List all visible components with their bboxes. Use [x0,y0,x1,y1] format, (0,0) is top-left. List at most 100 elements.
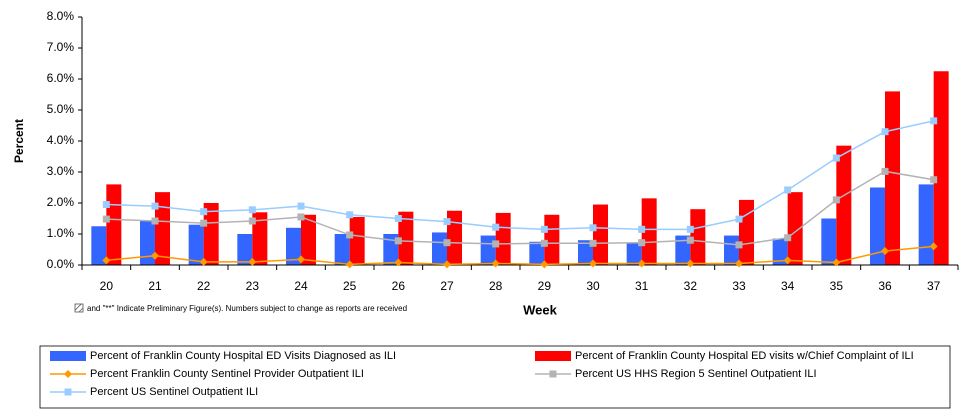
bar [155,192,170,265]
bar [334,234,350,265]
legend-label: Percent of Franklin County Hospital ED v… [575,350,914,362]
bar [301,214,316,265]
point [589,239,597,247]
point [589,224,597,232]
bar [349,216,365,265]
bar [432,232,447,265]
point [881,247,889,256]
x-tick-label: 25 [343,279,357,293]
y-tick-label: 6.0% [47,71,75,85]
bar [918,184,934,265]
bar [529,241,545,265]
point [540,239,548,247]
bar [675,235,691,265]
point [783,256,792,265]
y-tick-label: 1.0% [47,226,75,240]
point [638,225,646,233]
point [151,217,159,225]
bar [626,243,642,265]
point [540,225,548,233]
legend-label: Percent Franklin County Sentinel Provide… [90,368,364,380]
x-tick-label: 29 [538,279,552,293]
bar [447,210,462,265]
point [735,215,743,223]
point [881,167,889,175]
x-tick-label: 30 [586,279,600,293]
point [540,260,549,269]
x-tick-label: 32 [684,279,698,293]
point [443,218,451,226]
point [930,176,938,184]
point [735,259,743,268]
legend-box [39,345,951,409]
point [881,128,889,136]
point [784,234,792,242]
point [637,259,646,268]
bar [252,212,268,265]
bar [724,235,739,265]
line [106,170,934,246]
point [589,259,597,268]
x-tick-label: 33 [732,279,746,293]
y-tick-label: 7.0% [47,40,75,54]
point [832,154,840,162]
x-tick-label: 23 [246,279,260,293]
point [492,223,500,231]
point [784,186,792,194]
point [102,201,110,209]
y-tick-label: 5.0% [47,102,75,116]
point [297,202,305,210]
x-tick-label: 24 [294,279,308,293]
point [492,240,500,248]
x-tick-label: 36 [878,279,892,293]
bar [787,192,803,265]
point [346,211,354,219]
point [248,257,257,266]
bar [933,71,949,265]
point [638,239,646,247]
point [199,257,208,266]
x-tick-label: 28 [489,279,503,293]
bar [91,226,107,265]
legend-marker [549,370,557,378]
point [151,202,159,210]
point [832,258,841,267]
point [930,117,938,125]
bar [821,218,837,265]
y-tick-label: 8.0% [47,9,75,23]
point [394,237,402,245]
point [832,196,840,204]
x-axis-label: Week [523,302,557,317]
point [686,225,694,233]
point [735,241,743,249]
note: and "**" Indicate Preliminary Figure(s).… [87,304,407,313]
point [248,206,256,214]
x-tick-label: 31 [635,279,649,293]
y-axis-label: Percent [12,119,26,163]
point [297,213,305,221]
bar [870,187,885,265]
point [248,217,256,225]
point [200,219,208,227]
bar [480,235,496,265]
legend-label: Percent US Sentinel Outpatient ILI [90,386,258,398]
bar [578,240,593,265]
point [686,236,694,244]
point [443,260,451,269]
point [929,242,938,251]
x-tick-label: 27 [440,279,454,293]
bar [690,209,706,265]
legend-marker [64,370,72,378]
x-tick-label: 21 [148,279,162,293]
legend-swatch [50,351,86,361]
bar [885,91,900,266]
bar [237,234,253,265]
bar [544,214,560,265]
bar [188,224,204,265]
point [346,231,354,239]
bar [836,145,852,265]
point [394,215,402,222]
line [106,120,934,231]
point [686,259,695,268]
